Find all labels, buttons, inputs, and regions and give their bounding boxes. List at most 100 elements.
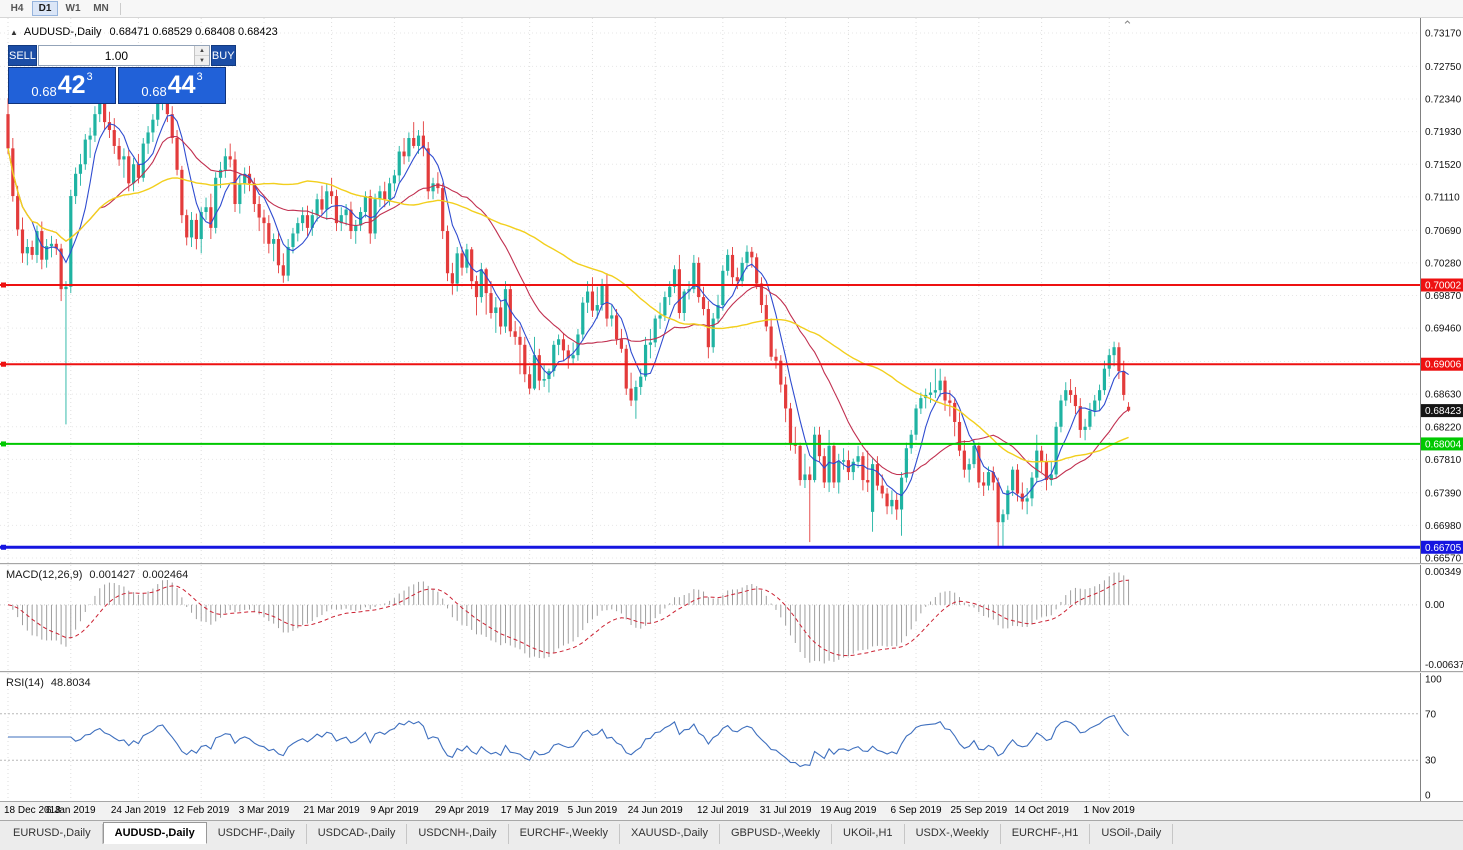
hline-handle[interactable] xyxy=(1,441,6,447)
macd-canvas[interactable]: 0.00349 0.00 -0.00637 xyxy=(0,565,1463,671)
chart-tab-eurusd-daily[interactable]: EURUSD-,Daily xyxy=(2,824,103,844)
moving-average-50 xyxy=(7,148,1129,463)
rsi-name: RSI(14) xyxy=(6,677,44,689)
volume-up-icon[interactable]: ▲ xyxy=(194,46,209,56)
rsi-line xyxy=(8,714,1129,768)
chart-window: 0.73170 0.72750 0.72340 0.71930 0.71520 0.711… xyxy=(0,18,1463,820)
rsi-grid xyxy=(0,673,1420,801)
sell-price-pips: 42 xyxy=(57,71,86,99)
chart-tab-usdx-weekly[interactable]: USDX-,Weekly xyxy=(905,824,1001,844)
svg-text:0.71930: 0.71930 xyxy=(1425,127,1462,138)
volume-down-icon[interactable]: ▼ xyxy=(194,56,209,65)
hline-handle[interactable] xyxy=(1,544,6,550)
main-chart-canvas[interactable]: 0.73170 0.72750 0.72340 0.71930 0.71520 0.711… xyxy=(0,18,1463,563)
pane-splitter[interactable] xyxy=(0,671,1463,673)
chart-tab-ukoil-h1[interactable]: UKOil-,H1 xyxy=(832,824,905,844)
rsi-label: RSI(14) 48.8034 xyxy=(6,677,98,689)
sell-price-pipette: 3 xyxy=(86,71,93,83)
sell-price-button[interactable]: 0.68 42 3 xyxy=(8,67,116,104)
sell-button[interactable]: SELL xyxy=(8,45,37,66)
svg-text:0.73170: 0.73170 xyxy=(1425,29,1462,40)
price-tag xyxy=(1421,404,1463,418)
svg-text:0.68004: 0.68004 xyxy=(1425,439,1462,450)
svg-text:0.72750: 0.72750 xyxy=(1425,62,1462,73)
svg-text:0.68630: 0.68630 xyxy=(1425,390,1462,401)
svg-text:100: 100 xyxy=(1425,675,1442,686)
sell-price-prefix: 0.68 xyxy=(31,84,57,99)
chart-shift-marker[interactable]: ⌃ xyxy=(1122,18,1133,33)
timeframe-w1-button[interactable]: W1 xyxy=(65,3,81,14)
chart-tab-audusd-daily[interactable]: AUDUSD-,Daily xyxy=(102,822,207,844)
time-axis-label: 12 Feb 2019 xyxy=(173,805,230,816)
macd-value-main: 0.001427 xyxy=(89,569,136,581)
chart-tab-usoil-daily[interactable]: USOil-,Daily xyxy=(1090,824,1174,844)
volume-box: ▲ ▼ xyxy=(37,45,210,66)
hline-handle[interactable] xyxy=(1,282,6,288)
timeframe-d1-button[interactable]: D1 xyxy=(32,1,58,16)
macd-label: MACD(12,26,9) 0.001427 0.002464 xyxy=(6,569,195,581)
timeframe-h4-button[interactable]: H4 xyxy=(10,3,24,14)
chart-tab-eurchf-weekly[interactable]: EURCHF-,Weekly xyxy=(509,824,620,844)
svg-text:0.71520: 0.71520 xyxy=(1425,160,1462,171)
macd-signal-line xyxy=(7,579,1129,657)
macd-grid xyxy=(0,565,1420,671)
buy-price-pipette: 3 xyxy=(196,71,203,83)
svg-text:0.67810: 0.67810 xyxy=(1425,455,1462,466)
time-axis[interactable]: 18 Dec 2018 6 Jan 2019 24 Jan 2019 12 Feb 2… xyxy=(0,801,1463,820)
one-click-collapse-icon[interactable]: ▲ xyxy=(10,27,18,37)
svg-text:0.69870: 0.69870 xyxy=(1425,291,1462,302)
horizontal-line-objects[interactable] xyxy=(0,282,1420,550)
price-tag xyxy=(1421,437,1463,451)
buy-price-button[interactable]: 0.68 44 3 xyxy=(118,67,226,104)
time-axis-label: 3 Mar 2019 xyxy=(238,805,290,816)
svg-text:0.00349: 0.00349 xyxy=(1425,567,1462,578)
time-axis-label: 21 Mar 2019 xyxy=(303,805,360,816)
svg-text:0.71110: 0.71110 xyxy=(1425,192,1460,203)
rsi-scale[interactable]: 100 70 30 0 xyxy=(1420,673,1443,802)
time-axis-label: 12 Jul 2019 xyxy=(696,805,749,816)
price-tag xyxy=(1421,540,1463,554)
volume-stepper: ▲ ▼ xyxy=(193,46,209,65)
svg-text:0.70002: 0.70002 xyxy=(1425,281,1462,292)
volume-input[interactable] xyxy=(38,46,194,65)
chart-tab-usdcad-daily[interactable]: USDCAD-,Daily xyxy=(307,824,408,844)
svg-text:0: 0 xyxy=(1425,791,1431,802)
chart-tab-bar: EURUSD-,Daily AUDUSD-,Daily USDCHF-,Daily U… xyxy=(0,820,1463,844)
rsi-canvas[interactable]: 100 70 30 0 xyxy=(0,673,1463,801)
time-axis-label: 17 May 2019 xyxy=(500,805,559,816)
main-price-scale[interactable]: 0.73170 0.72750 0.72340 0.71930 0.71520 0.711… xyxy=(1420,18,1463,564)
chart-tab-gbpusd-weekly[interactable]: GBPUSD-,Weekly xyxy=(720,824,833,844)
buy-button[interactable]: BUY xyxy=(210,45,236,66)
time-axis-label: 24 Jan 2019 xyxy=(110,805,166,816)
svg-text:0.66570: 0.66570 xyxy=(1425,554,1462,564)
chart-title: ▲ AUDUSD-,Daily 0.68471 0.68529 0.68408 … xyxy=(10,26,278,38)
timeframe-mn-button[interactable]: MN xyxy=(93,3,109,14)
time-axis-label: 14 Oct 2019 xyxy=(1014,805,1069,816)
svg-text:30: 30 xyxy=(1425,756,1437,767)
macd-scale[interactable]: 0.00349 0.00 -0.00637 xyxy=(1420,565,1463,671)
svg-text:0.00: 0.00 xyxy=(1425,600,1445,611)
ohlc-readout: 0.68471 0.68529 0.68408 0.68423 xyxy=(109,26,278,38)
chart-symbol-label: AUDUSD-,Daily xyxy=(23,26,102,38)
main-grid xyxy=(0,18,1420,563)
time-axis-label: 6 Sep 2019 xyxy=(890,805,942,816)
svg-text:-0.00637: -0.00637 xyxy=(1425,660,1463,671)
chart-tab-xauusd-daily[interactable]: XAUUSD-,Daily xyxy=(620,824,720,844)
chart-tab-usdcnh-daily[interactable]: USDCNH-,Daily xyxy=(407,824,509,844)
pane-splitter[interactable] xyxy=(0,563,1463,565)
svg-text:0.67390: 0.67390 xyxy=(1425,488,1462,499)
svg-text:0.70280: 0.70280 xyxy=(1425,258,1462,269)
svg-text:0.70690: 0.70690 xyxy=(1425,226,1462,237)
macd-name: MACD(12,26,9) xyxy=(6,569,83,581)
timeframe-toolbar: H4 D1 W1 MN xyxy=(0,0,1463,18)
time-axis-label: 9 Apr 2019 xyxy=(370,805,419,816)
time-axis-label: 18 Dec 2018 xyxy=(4,805,61,816)
chart-tab-usdchf-daily[interactable]: USDCHF-,Daily xyxy=(207,824,307,844)
price-tag xyxy=(1421,278,1463,292)
toolbar-separator xyxy=(120,2,121,15)
macd-value-signal: 0.002464 xyxy=(142,569,189,581)
chart-tab-eurchf-h1[interactable]: EURCHF-,H1 xyxy=(1001,824,1091,844)
hline-handle[interactable] xyxy=(1,361,6,367)
time-axis-label: 24 Jun 2019 xyxy=(627,805,683,816)
